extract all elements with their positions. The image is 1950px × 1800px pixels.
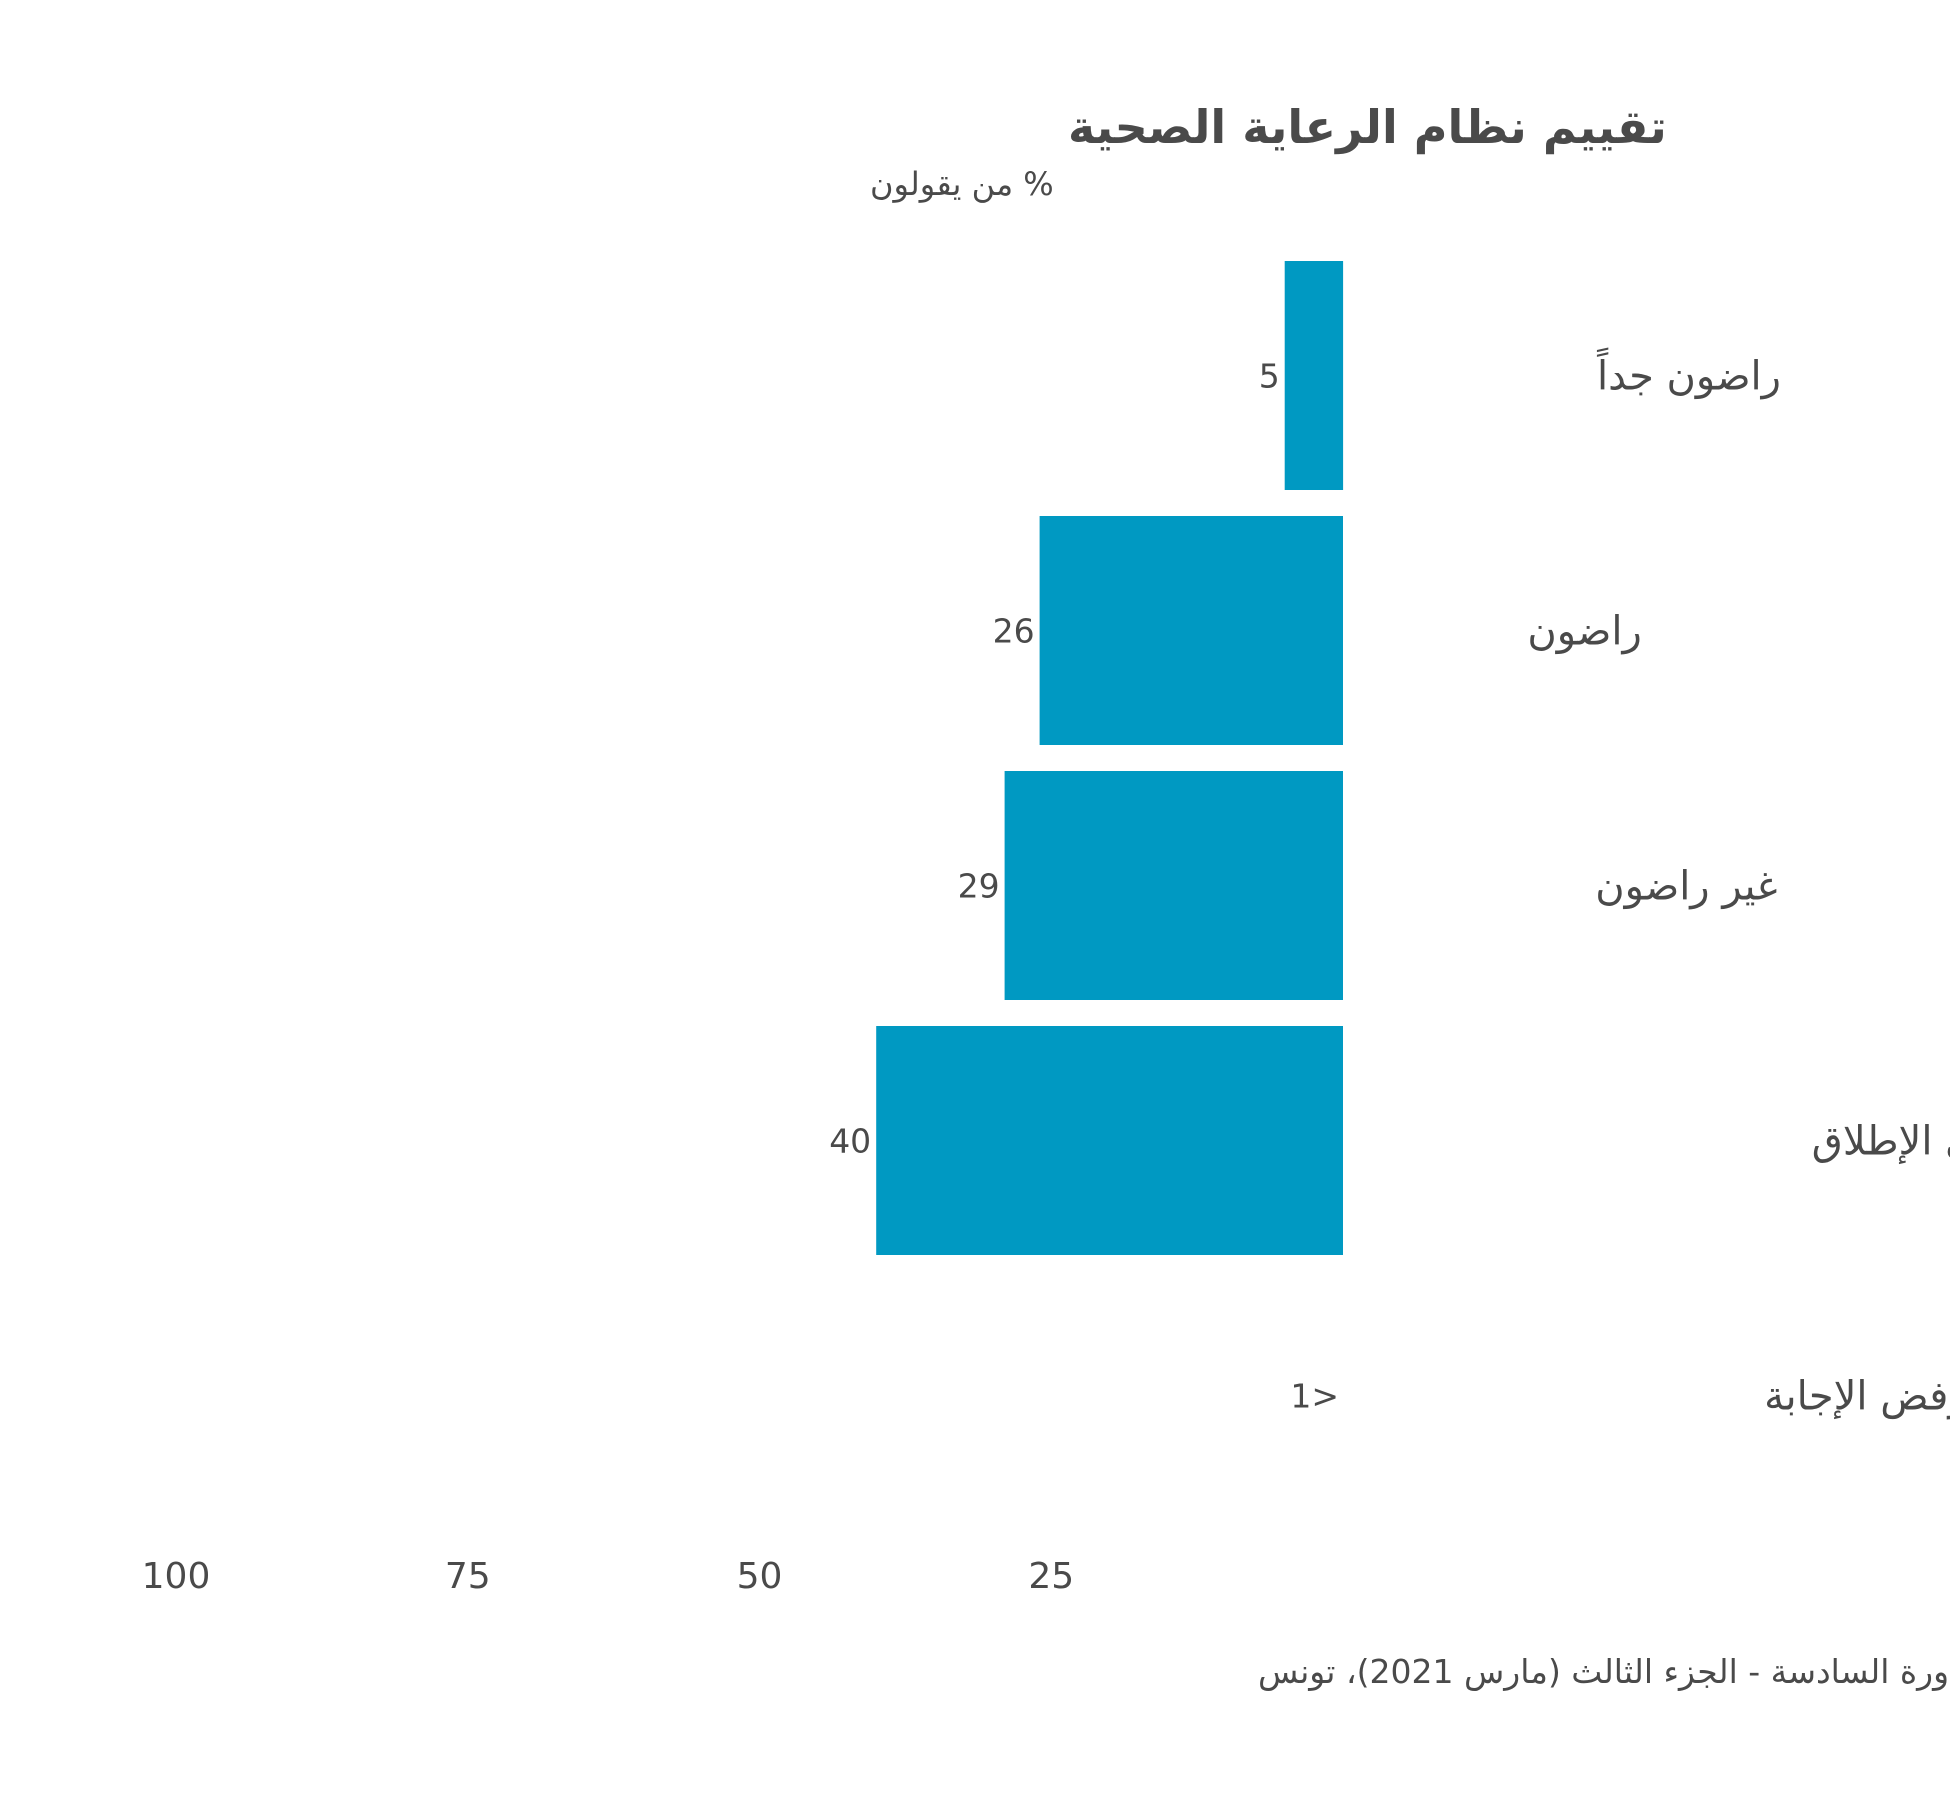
x-tick-label-2: 50: [737, 1556, 783, 1597]
category-label-0: راضون جداً: [1597, 347, 1781, 400]
bar-1: [1039, 516, 1343, 745]
category-label-4: لا أعرف/رفض الإجابة: [1764, 1370, 1950, 1420]
x-axis-tick-labels: 100 75 50 25: [142, 1556, 1075, 1597]
category-labels-group: راضون جداً راضون غير راضون غير راضون على ال…: [1527, 347, 1950, 1420]
x-tick-label-3: 25: [1028, 1556, 1074, 1597]
category-label-3: غير راضون على الإطلاق: [1812, 1119, 1950, 1165]
value-label-2: 29: [958, 867, 1000, 906]
x-tick-label-0: 100: [142, 1556, 211, 1597]
value-labels-group: 5 26 29 40 1>: [829, 357, 1339, 1416]
category-label-2: غير راضون: [1595, 864, 1777, 910]
category-label-1: راضون: [1527, 609, 1641, 655]
value-label-0: 5: [1259, 357, 1280, 396]
bar-2: [1004, 771, 1343, 1000]
bar-0: [1284, 261, 1344, 490]
source-note: الباروميتر العربي، الدورة السادسة - الجز…: [1258, 1652, 1950, 1691]
value-label-3: 40: [829, 1122, 871, 1161]
value-label-4: 1>: [1290, 1377, 1339, 1416]
bars-group: [876, 261, 1344, 1255]
value-label-1: 26: [993, 612, 1035, 651]
bar-3: [876, 1026, 1343, 1255]
chart-subtitle: % من يقولون: [870, 165, 1054, 203]
chart-title: تقييم نظام الرعاية الصحية: [1068, 100, 1667, 154]
x-tick-label-1: 75: [445, 1556, 491, 1597]
